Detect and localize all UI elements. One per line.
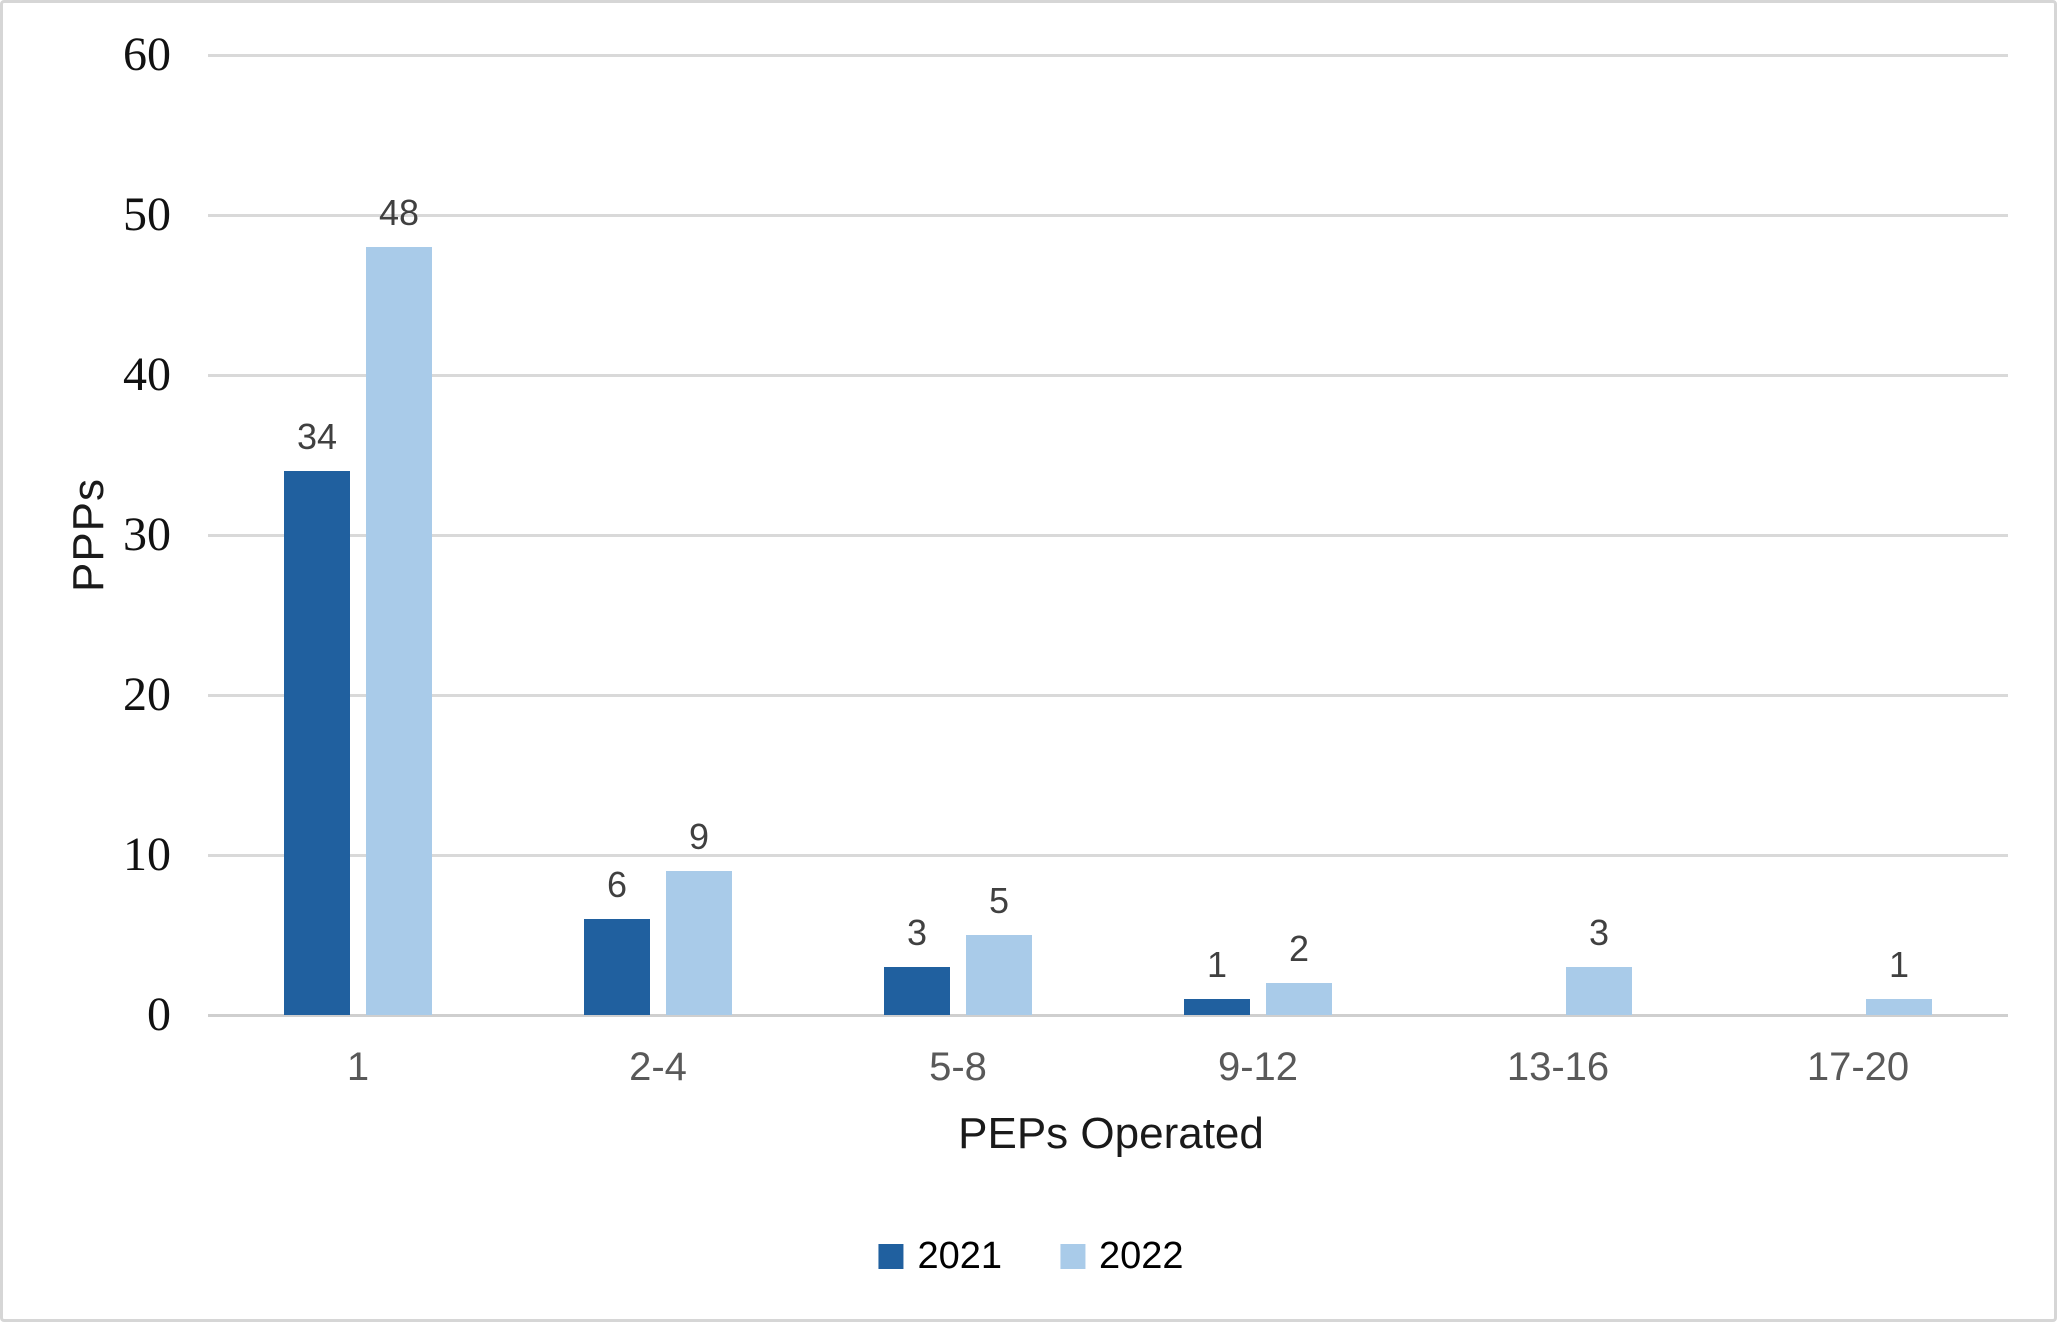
legend-label: 2022: [1099, 1235, 1184, 1277]
x-axis-baseline: [208, 1014, 2008, 1017]
bar-group: 1: [1708, 55, 2008, 1015]
bar-2021: [884, 967, 950, 1015]
x-axis-category-label: 2-4: [629, 1045, 687, 1089]
gridline: [208, 534, 2008, 537]
gridline: [208, 214, 2008, 217]
gridline: [208, 694, 2008, 697]
gridline: [208, 854, 2008, 857]
bar-2022: [1866, 999, 1932, 1015]
x-axis-category-label: 5-8: [929, 1045, 987, 1089]
plot-area: 0 10 20 30 40 50 60 34 48 6 9 3 5 1 2 3 1: [123, 31, 2008, 1039]
legend-swatch-2021: [878, 1243, 904, 1269]
gridline: [208, 374, 2008, 377]
legend-swatch-2022: [1060, 1243, 1085, 1269]
y-axis-tick-label: 0: [147, 988, 171, 1041]
y-axis-tick-label: 60: [123, 28, 171, 81]
y-axis-tick-label: 50: [123, 188, 171, 241]
bar-value-label: 6: [606, 864, 628, 905]
x-axis-category-label: 1: [346, 1045, 370, 1089]
bar-value-label: 2: [1288, 928, 1310, 969]
bar-2021: [584, 919, 650, 1015]
y-axis-tick-label: 40: [123, 348, 171, 401]
y-axis-tick-label: 30: [123, 508, 171, 561]
bar-group: 3: [1408, 55, 1708, 1015]
bar-value-label: 34: [296, 416, 338, 457]
legend-item-2022: 2022: [1060, 1235, 1184, 1277]
bar-2021: [1184, 999, 1250, 1015]
y-axis-tick-label: 20: [123, 668, 171, 721]
bar-value-label: 9: [688, 816, 710, 857]
legend: 2021 2022: [878, 1235, 1184, 1277]
y-axis-tick-label: 10: [123, 828, 171, 881]
bar-2022: [1266, 983, 1332, 1015]
bar-value-label: 1: [1206, 944, 1228, 985]
bar-value-label: 3: [906, 912, 928, 953]
bar-2022: [966, 935, 1032, 1015]
bar-2022: [366, 247, 432, 1015]
bar-2022: [666, 871, 732, 1015]
legend-label: 2021: [917, 1235, 1002, 1277]
x-axis-category-label: 17-20: [1806, 1045, 1910, 1089]
legend-item-2021: 2021: [878, 1235, 1002, 1277]
bar-2021: [284, 471, 350, 1015]
x-axis-title: PEPs Operated: [958, 1109, 1264, 1158]
bar-group: 34 48: [208, 55, 508, 1015]
x-axis-category-label: 9-12: [1217, 1045, 1299, 1089]
x-axis-category-label: 13-16: [1506, 1045, 1610, 1089]
bar-value-label: 48: [378, 192, 420, 233]
bar-value-label: 1: [1888, 944, 1910, 985]
bar-value-label: 5: [988, 880, 1010, 921]
bar-value-label: 3: [1588, 912, 1610, 953]
gridline: [208, 54, 2008, 57]
bar-2022: [1566, 967, 1632, 1015]
